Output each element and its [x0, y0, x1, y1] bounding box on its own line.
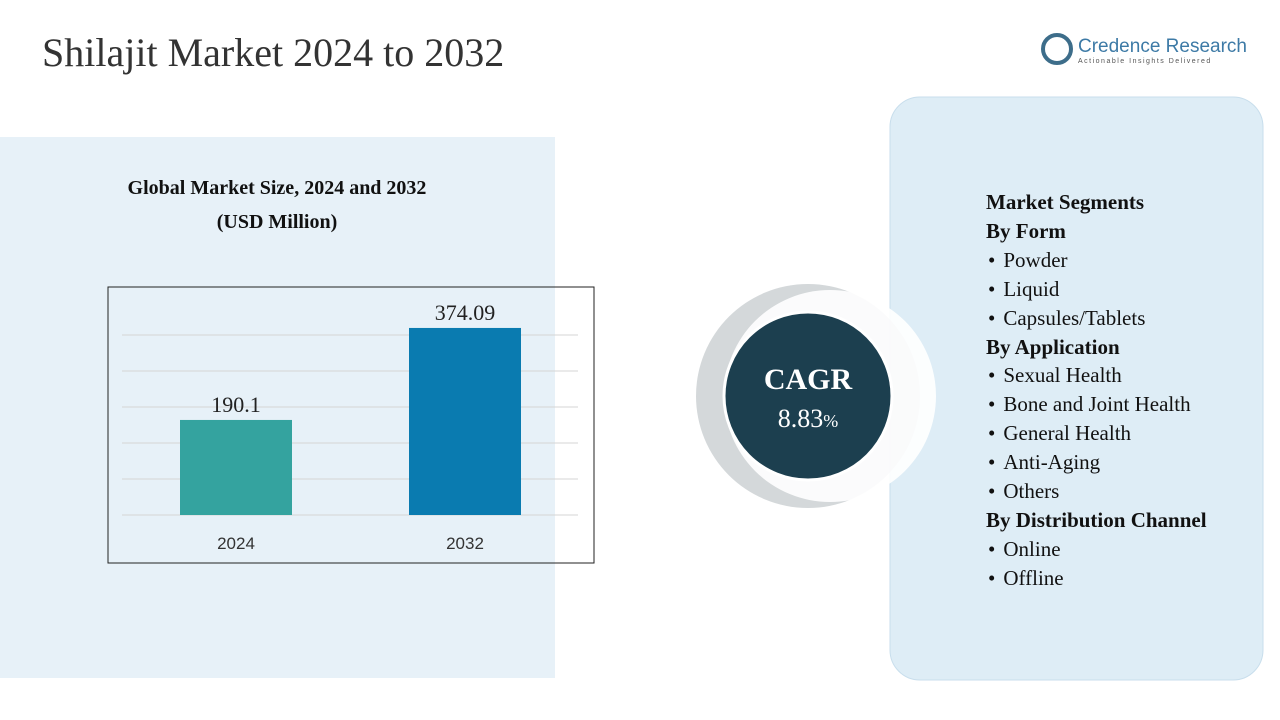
bar [180, 419, 292, 515]
segment-item: Capsules/Tablets [986, 304, 1207, 333]
segment-item: Anti-Aging [986, 448, 1207, 477]
segment-item: Offline [986, 564, 1207, 593]
segments-title: Market Segments [986, 190, 1145, 214]
chart-title: Global Market Size, 2024 and 2032 [128, 177, 427, 199]
cagr-value-group: 8.83% [778, 404, 839, 433]
chart-frame [107, 286, 595, 564]
cagr-value: 8.83 [778, 404, 824, 433]
cagr-circle [722, 310, 894, 482]
logo-icon [1041, 33, 1073, 65]
chart-subtitle: (USD Million) [217, 211, 338, 233]
page-title: Shilajit Market 2024 to 2032 [42, 30, 504, 75]
segment-item: Liquid [986, 275, 1207, 304]
segment-heading: By Distribution Channel [986, 507, 1207, 532]
bar [409, 327, 521, 515]
x-tick-label: 2024 [217, 534, 255, 553]
cagr-label: CAGR [764, 363, 853, 396]
segment-item: Bone and Joint Health [986, 390, 1207, 419]
segment-item: Powder [986, 246, 1207, 275]
value-label: 190.1 [211, 392, 261, 417]
cagr-unit: % [823, 411, 838, 431]
x-tick-label: 2032 [446, 534, 484, 553]
segment-item: General Health [986, 419, 1207, 448]
segment-heading: By Form [986, 218, 1066, 243]
logo-name: Credence Research [1078, 36, 1247, 57]
segment-item: Others [986, 477, 1207, 506]
value-label: 374.09 [435, 300, 496, 325]
segments: Market Segments By Form PowderLiquidCapsu… [986, 188, 1207, 593]
segment-item: Sexual Health [986, 361, 1207, 390]
logo-tagline: Actionable Insights Delivered [1078, 58, 1212, 65]
segment-item: Online [986, 535, 1207, 564]
segment-heading: By Application [986, 334, 1120, 359]
